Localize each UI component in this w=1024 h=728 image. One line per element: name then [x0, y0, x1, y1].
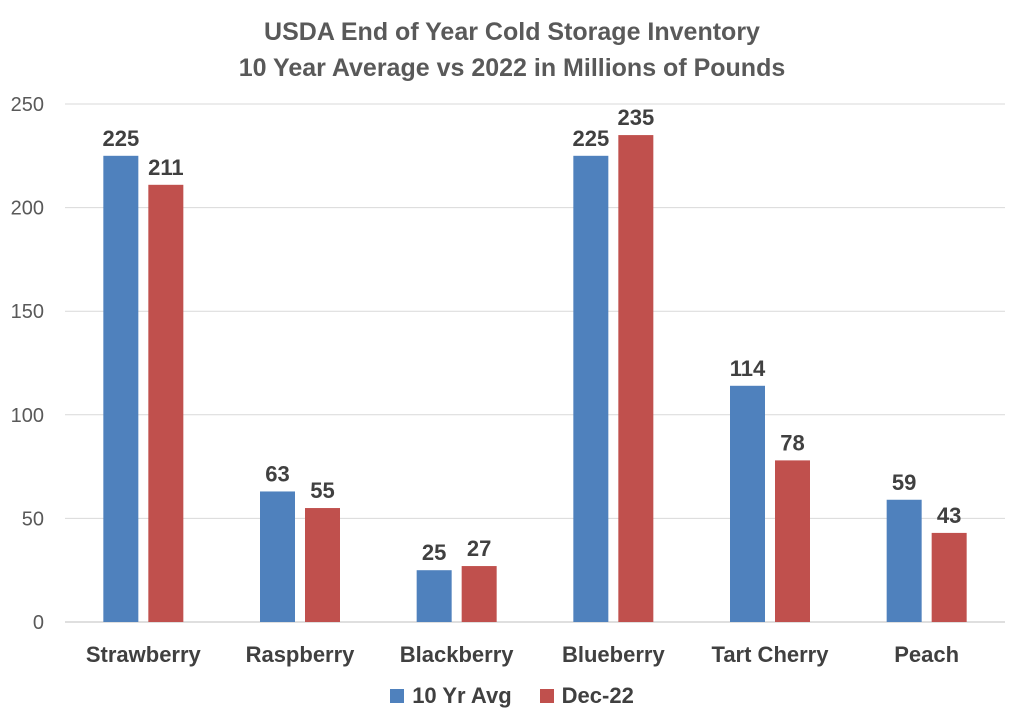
y-tick-label-0: 0: [33, 612, 44, 634]
bar-peach-10-yr-avg: [886, 499, 922, 622]
legend-item-dec-22: Dec-22: [539, 683, 634, 709]
data-label-peach-10-yr-avg: 59: [892, 470, 916, 495]
chart-title: USDA End of Year Cold Storage Inventory …: [0, 14, 1024, 86]
data-label-peach-dec-22: 43: [937, 503, 961, 528]
y-tick-label-100: 100: [11, 405, 44, 427]
data-label-tart-cherry-dec-22: 78: [780, 430, 804, 455]
bar-raspberry-10-yr-avg: [260, 491, 295, 622]
x-axis-categories: Strawberry Raspberry Blackberry Blueberry Ta…: [86, 642, 959, 667]
category-label-raspberry: Raspberry: [246, 642, 356, 667]
category-label-strawberry: Strawberry: [86, 642, 202, 667]
legend-item-10-yr-avg: 10 Yr Avg: [390, 683, 512, 709]
category-label-blueberry: Blueberry: [562, 642, 665, 667]
legend: 10 Yr Avg Dec-22: [0, 683, 1024, 709]
y-tick-label-50: 50: [22, 508, 44, 530]
data-labels: 225 211 63 55 25 27 225 235 114 78 59 43: [102, 105, 961, 565]
gridlines: [65, 103, 1005, 623]
data-label-strawberry-dec-22: 211: [148, 155, 184, 180]
category-label-tart-cherry: Tart Cherry: [712, 642, 830, 667]
category-label-peach: Peach: [894, 642, 959, 667]
y-tick-label-250: 250: [11, 94, 44, 116]
y-tick-label-200: 200: [11, 198, 44, 220]
y-tick-label-150: 150: [11, 301, 44, 323]
category-label-blackberry: Blackberry: [400, 642, 515, 667]
bar-blackberry-dec-22: [461, 566, 497, 622]
data-label-raspberry-dec-22: 55: [310, 478, 334, 503]
bar-blueberry-dec-22: [618, 135, 654, 622]
data-label-strawberry-10-yr-avg: 225: [102, 126, 139, 151]
y-axis-ticks: 0 50 100 150 200 250: [11, 94, 44, 634]
bars: [103, 135, 967, 623]
legend-label-dec-22: Dec-22: [561, 683, 634, 708]
bar-raspberry-dec-22: [305, 508, 340, 622]
data-label-raspberry-10-yr-avg: 63: [265, 461, 289, 486]
bar-strawberry-10-yr-avg: [103, 155, 139, 623]
chart-title-line-2: 10 Year Average vs 2022 in Millions of P…: [238, 54, 786, 82]
bar-blackberry-10-yr-avg: [416, 570, 452, 622]
legend-swatch-10-yr-avg: [390, 689, 405, 703]
bar-blueberry-10-yr-avg: [573, 155, 609, 623]
data-label-blackberry-dec-22: 27: [467, 536, 491, 561]
chart-title-line-1: USDA End of Year Cold Storage Inventory: [264, 18, 760, 46]
data-label-tart-cherry-10-yr-avg: 114: [730, 356, 766, 381]
data-label-blueberry-10-yr-avg: 225: [572, 126, 609, 151]
bar-tart-cherry-10-yr-avg: [730, 385, 765, 622]
legend-label-10-yr-avg: 10 Yr Avg: [412, 683, 512, 708]
bar-tart-cherry-dec-22: [775, 460, 810, 622]
bar-strawberry-dec-22: [148, 184, 184, 623]
data-label-blackberry-10-yr-avg: 25: [422, 540, 446, 565]
data-label-blueberry-dec-22: 235: [617, 105, 654, 130]
bar-peach-dec-22: [931, 532, 967, 622]
legend-swatch-dec-22: [539, 689, 554, 703]
